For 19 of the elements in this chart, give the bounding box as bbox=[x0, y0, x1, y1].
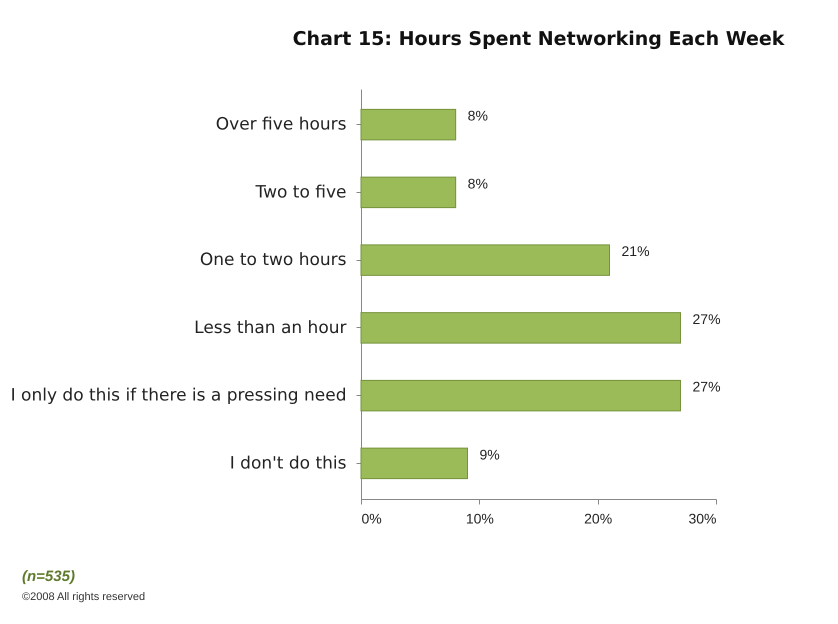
y-tick-label: I only do this if there is a pressing need bbox=[10, 386, 346, 406]
x-tick-label: 30% bbox=[688, 510, 716, 526]
y-tick-label: Over five hours bbox=[216, 114, 347, 135]
data-label: 8% bbox=[468, 175, 488, 192]
x-tick-label: 0% bbox=[362, 510, 382, 526]
y-tick-label: Two to five bbox=[254, 182, 346, 202]
data-label: 9% bbox=[480, 446, 500, 462]
y-tick-label: I don't do this bbox=[230, 453, 347, 474]
data-label: 27% bbox=[692, 310, 721, 327]
x-tick-label: 20% bbox=[584, 510, 612, 526]
x-tick-label: 10% bbox=[466, 510, 494, 526]
data-label: 8% bbox=[468, 108, 488, 124]
data-label: 21% bbox=[622, 243, 650, 260]
chart-title: Chart 15: Hours Spent Networking Each Week bbox=[292, 28, 785, 50]
text: (n=535) bbox=[22, 568, 76, 585]
text: ©2008 All rights reserved bbox=[22, 591, 146, 603]
data-label: 27% bbox=[692, 378, 721, 395]
y-tick-label: One to two hours bbox=[200, 250, 347, 270]
y-tick-label: Less than an hour bbox=[194, 318, 346, 338]
